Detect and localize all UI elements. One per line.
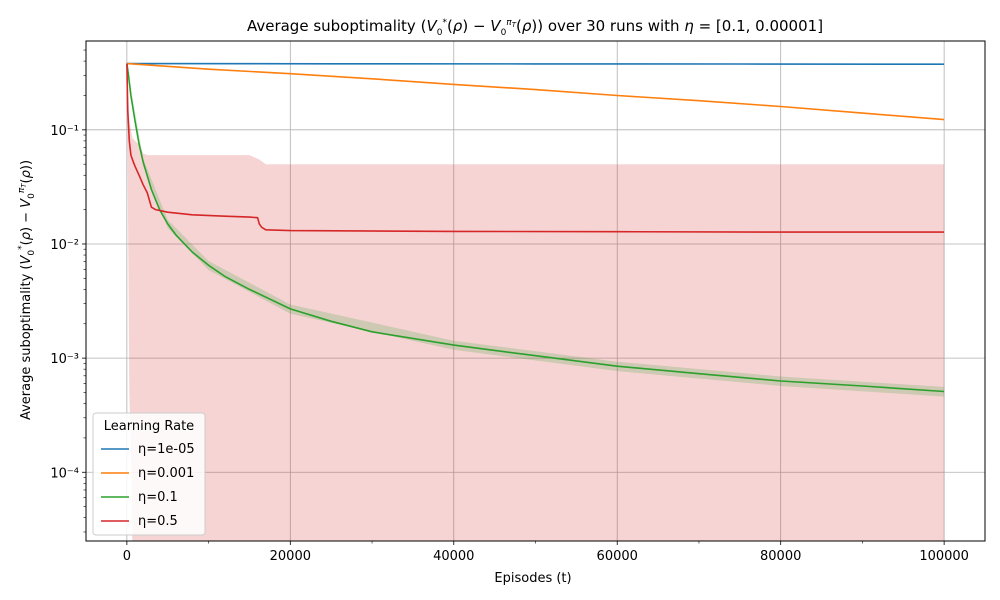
series-line-0 [126,62,945,65]
axes: 0 20000 40000 60000 80000 100000 10⁻⁴ 10⁻³ 10⁻² 1… [50,49,969,564]
grid [86,41,985,541]
series-line-3 [126,63,945,233]
x-tick-label: 20000 [270,549,311,564]
y-axis-label: Average suboptimality (V0*(ρ) − V0πT(ρ)) [17,160,37,420]
y-tick-label: 10⁻² [50,238,79,253]
legend-entry: η=0.5 [138,514,178,529]
legend-entry: η=0.001 [138,466,194,481]
x-axis-label: Episodes (t) [494,571,571,586]
series-line-2 [126,63,945,393]
legend-entry: η=0.1 [138,490,178,505]
legend-entry: η=1e-05 [138,442,195,457]
series-line-1 [126,62,945,121]
legend: Learning Rate η=1e-05 η=0.001 η=0.1 η=0.5 [92,412,206,536]
y-tick-label: 10⁻¹ [50,124,79,139]
legend-box [92,412,206,536]
y-tick-label: 10⁻⁴ [50,466,79,481]
confidence-bands [126,63,945,541]
chart-title: Average suboptimality (V0*(ρ) − V0πT(ρ))… [247,17,823,38]
y-tick-label: 10⁻³ [50,352,79,367]
x-tick-label: 60000 [597,549,638,564]
series-lines [126,62,945,393]
x-tick-label: 80000 [760,549,801,564]
x-tick-label: 40000 [433,549,474,564]
x-tick-label: 0 [123,549,131,564]
x-tick-label: 100000 [919,549,969,564]
legend-title: Learning Rate [104,419,194,434]
band-0_5 [126,63,945,541]
